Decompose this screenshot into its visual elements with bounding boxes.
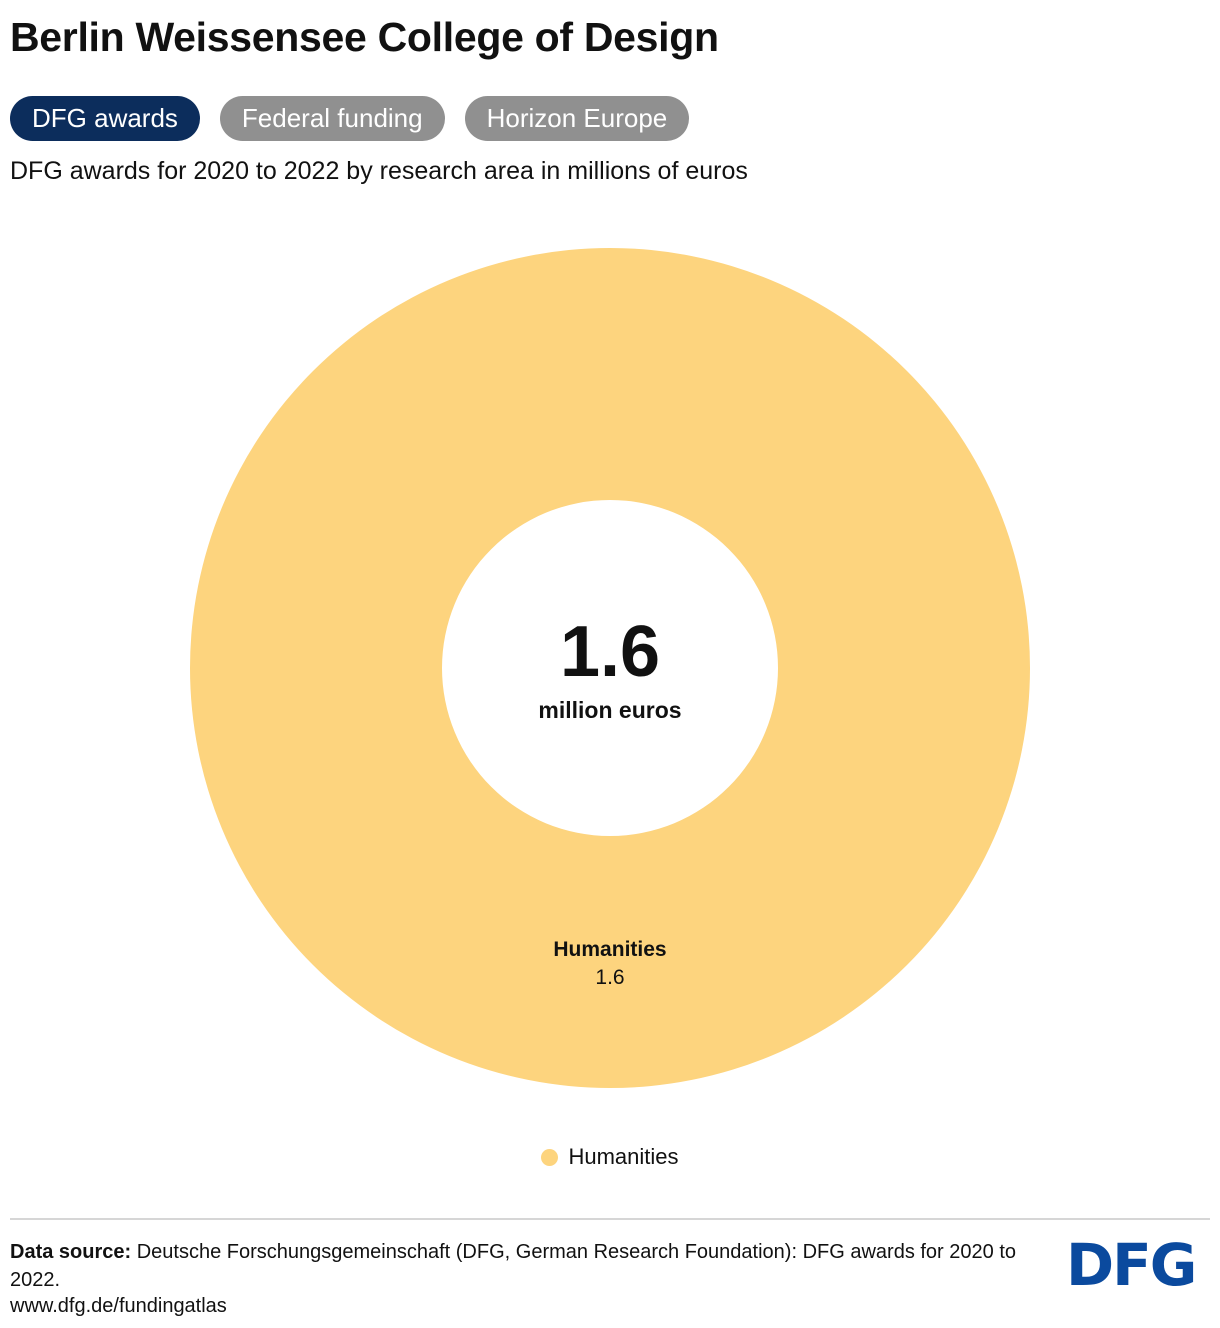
tab-dfg-awards[interactable]: DFG awards [10, 96, 200, 141]
footer-divider [10, 1218, 1210, 1220]
donut-slices [190, 248, 1030, 1088]
data-source-label: Data source: [10, 1241, 132, 1263]
slice-label-humanities: Humanities [553, 938, 666, 961]
center-total-value: 1.6 [560, 612, 660, 692]
legend-label-humanities: Humanities [568, 1144, 679, 1169]
slice-value-humanities: 1.6 [595, 966, 624, 989]
tab-federal-funding[interactable]: Federal funding [219, 96, 445, 141]
donut-slice-humanities[interactable] [190, 248, 1030, 1088]
donut-chart: 1.6 million euros Humanities 1.6 [190, 248, 1030, 1088]
source-url: www.dfg.de/fundingatlas [10, 1295, 227, 1317]
chart-subtitle: DFG awards for 2020 to 2022 by research … [10, 157, 748, 185]
center-total-unit: million euros [538, 697, 681, 723]
data-source: Data source: Deutsche Forschungsgemeinsc… [10, 1238, 1040, 1294]
tab-horizon-europe[interactable]: Horizon Europe [464, 96, 690, 141]
page-title: Berlin Weissensee College of Design [10, 14, 719, 60]
funding-tabs: DFG awards Federal funding Horizon Europ… [10, 96, 690, 141]
dfg-logo: DFG [1066, 1231, 1197, 1299]
legend-swatch-humanities [541, 1148, 559, 1166]
chart-legend: Humanities [0, 1144, 1220, 1170]
data-source-text: Deutsche Forschungsgemeinschaft (DFG, Ge… [10, 1241, 1016, 1291]
